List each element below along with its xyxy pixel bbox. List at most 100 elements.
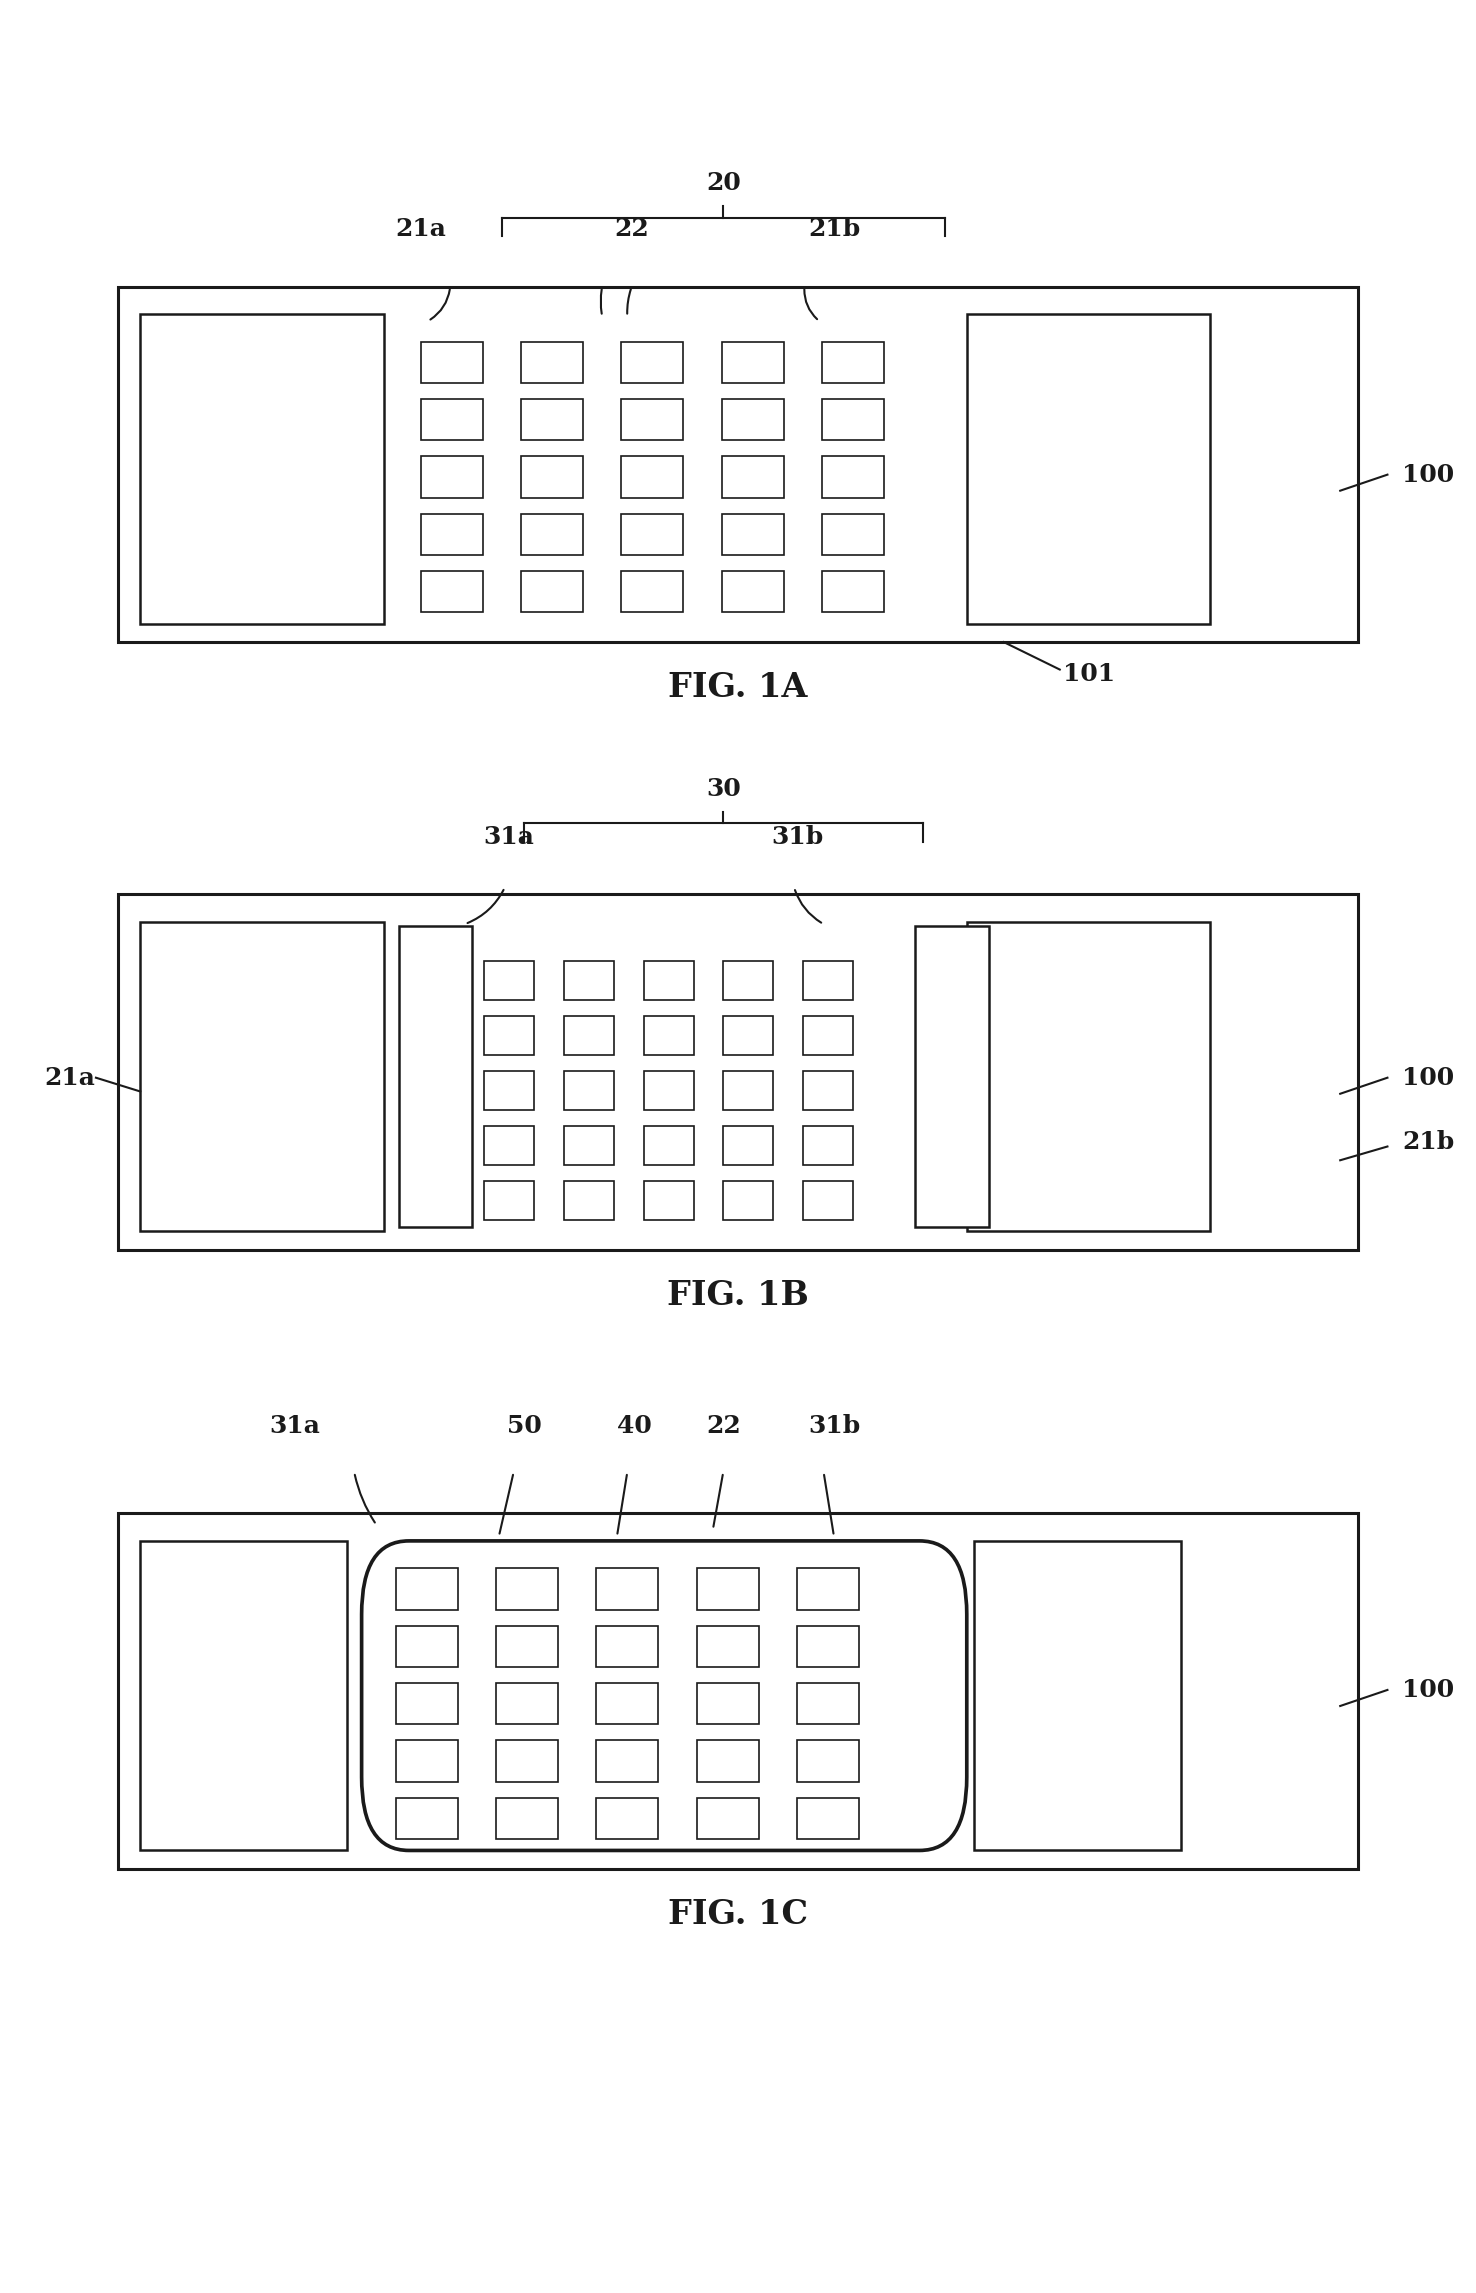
Bar: [797, 1740, 859, 1782]
Bar: [697, 1626, 759, 1667]
Text: 30: 30: [706, 777, 741, 800]
Bar: [697, 1798, 759, 1839]
Bar: [118, 1513, 1358, 1869]
Bar: [803, 961, 853, 1000]
Bar: [797, 1798, 859, 1839]
Text: 21b: 21b: [1402, 1130, 1454, 1153]
Bar: [644, 1126, 694, 1165]
Bar: [697, 1683, 759, 1724]
Bar: [484, 961, 534, 1000]
Bar: [140, 314, 384, 624]
Bar: [803, 1071, 853, 1110]
Bar: [521, 399, 583, 440]
Bar: [521, 456, 583, 498]
Bar: [797, 1683, 859, 1724]
Text: 100: 100: [1402, 463, 1454, 486]
Text: 100: 100: [1402, 1066, 1454, 1089]
Text: FIG. 1A: FIG. 1A: [669, 672, 807, 704]
Bar: [496, 1683, 558, 1724]
Text: 50: 50: [506, 1415, 542, 1438]
Bar: [421, 342, 483, 383]
Bar: [797, 1626, 859, 1667]
Bar: [723, 1126, 773, 1165]
Bar: [564, 1016, 614, 1055]
Bar: [118, 287, 1358, 642]
Bar: [967, 922, 1210, 1231]
Bar: [697, 1740, 759, 1782]
Bar: [421, 514, 483, 555]
Bar: [822, 571, 884, 612]
Bar: [644, 1016, 694, 1055]
Bar: [822, 342, 884, 383]
Bar: [564, 1181, 614, 1220]
Bar: [803, 1016, 853, 1055]
Bar: [621, 571, 683, 612]
Text: 31b: 31b: [770, 825, 824, 848]
Bar: [421, 571, 483, 612]
Bar: [396, 1626, 458, 1667]
Bar: [722, 342, 784, 383]
Bar: [723, 1016, 773, 1055]
Bar: [484, 1126, 534, 1165]
Bar: [621, 514, 683, 555]
Bar: [396, 1740, 458, 1782]
Bar: [396, 1683, 458, 1724]
Bar: [803, 1181, 853, 1220]
Bar: [421, 456, 483, 498]
Bar: [723, 1071, 773, 1110]
Bar: [822, 456, 884, 498]
Bar: [722, 514, 784, 555]
Bar: [974, 1541, 1181, 1850]
Bar: [140, 1541, 347, 1850]
Bar: [484, 1016, 534, 1055]
FancyBboxPatch shape: [362, 1541, 967, 1850]
Bar: [496, 1626, 558, 1667]
Bar: [915, 926, 989, 1227]
Text: 21a: 21a: [44, 1066, 94, 1089]
Bar: [564, 961, 614, 1000]
Bar: [396, 1568, 458, 1610]
Bar: [399, 926, 472, 1227]
Text: FIG. 1C: FIG. 1C: [669, 1899, 807, 1931]
Text: 22: 22: [706, 1415, 741, 1438]
Bar: [596, 1798, 658, 1839]
Bar: [496, 1740, 558, 1782]
Text: 20: 20: [706, 172, 741, 195]
Bar: [644, 1181, 694, 1220]
Bar: [797, 1568, 859, 1610]
Bar: [496, 1798, 558, 1839]
Text: 31a: 31a: [270, 1415, 320, 1438]
Bar: [822, 399, 884, 440]
Bar: [421, 399, 483, 440]
Text: 21a: 21a: [396, 218, 446, 241]
Bar: [596, 1683, 658, 1724]
Bar: [521, 342, 583, 383]
Bar: [484, 1071, 534, 1110]
Text: 101: 101: [1063, 663, 1114, 686]
Bar: [564, 1126, 614, 1165]
Bar: [596, 1626, 658, 1667]
Text: 31b: 31b: [807, 1415, 861, 1438]
Text: 100: 100: [1402, 1678, 1454, 1701]
Bar: [723, 961, 773, 1000]
Bar: [621, 456, 683, 498]
Text: 31a: 31a: [484, 825, 534, 848]
Bar: [140, 922, 384, 1231]
Text: 40: 40: [617, 1415, 652, 1438]
Bar: [596, 1740, 658, 1782]
Bar: [967, 314, 1210, 624]
Bar: [118, 894, 1358, 1250]
Bar: [697, 1568, 759, 1610]
Text: 21b: 21b: [807, 218, 861, 241]
Text: 22: 22: [614, 218, 649, 241]
Bar: [621, 342, 683, 383]
Bar: [644, 1071, 694, 1110]
Bar: [722, 456, 784, 498]
Bar: [722, 399, 784, 440]
Bar: [803, 1126, 853, 1165]
Bar: [596, 1568, 658, 1610]
Bar: [723, 1181, 773, 1220]
Bar: [521, 571, 583, 612]
Text: FIG. 1B: FIG. 1B: [667, 1279, 809, 1312]
Bar: [621, 399, 683, 440]
